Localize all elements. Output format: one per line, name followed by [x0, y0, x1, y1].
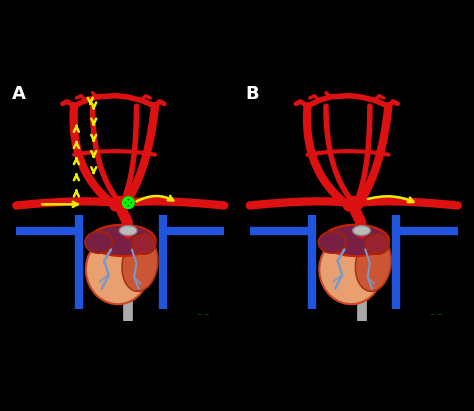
Ellipse shape [356, 237, 391, 291]
Ellipse shape [319, 236, 382, 304]
Text: B: B [245, 85, 259, 103]
Ellipse shape [89, 225, 155, 256]
Text: ~ ~: ~ ~ [197, 312, 209, 317]
Ellipse shape [365, 235, 389, 254]
Ellipse shape [132, 235, 155, 254]
Ellipse shape [322, 225, 389, 256]
Text: A: A [12, 85, 26, 103]
Ellipse shape [122, 237, 158, 291]
Ellipse shape [319, 231, 346, 253]
Ellipse shape [86, 236, 149, 304]
Text: ~ ~: ~ ~ [430, 312, 442, 317]
Ellipse shape [353, 226, 370, 236]
Ellipse shape [85, 231, 112, 253]
Circle shape [123, 198, 134, 208]
Ellipse shape [119, 226, 137, 236]
